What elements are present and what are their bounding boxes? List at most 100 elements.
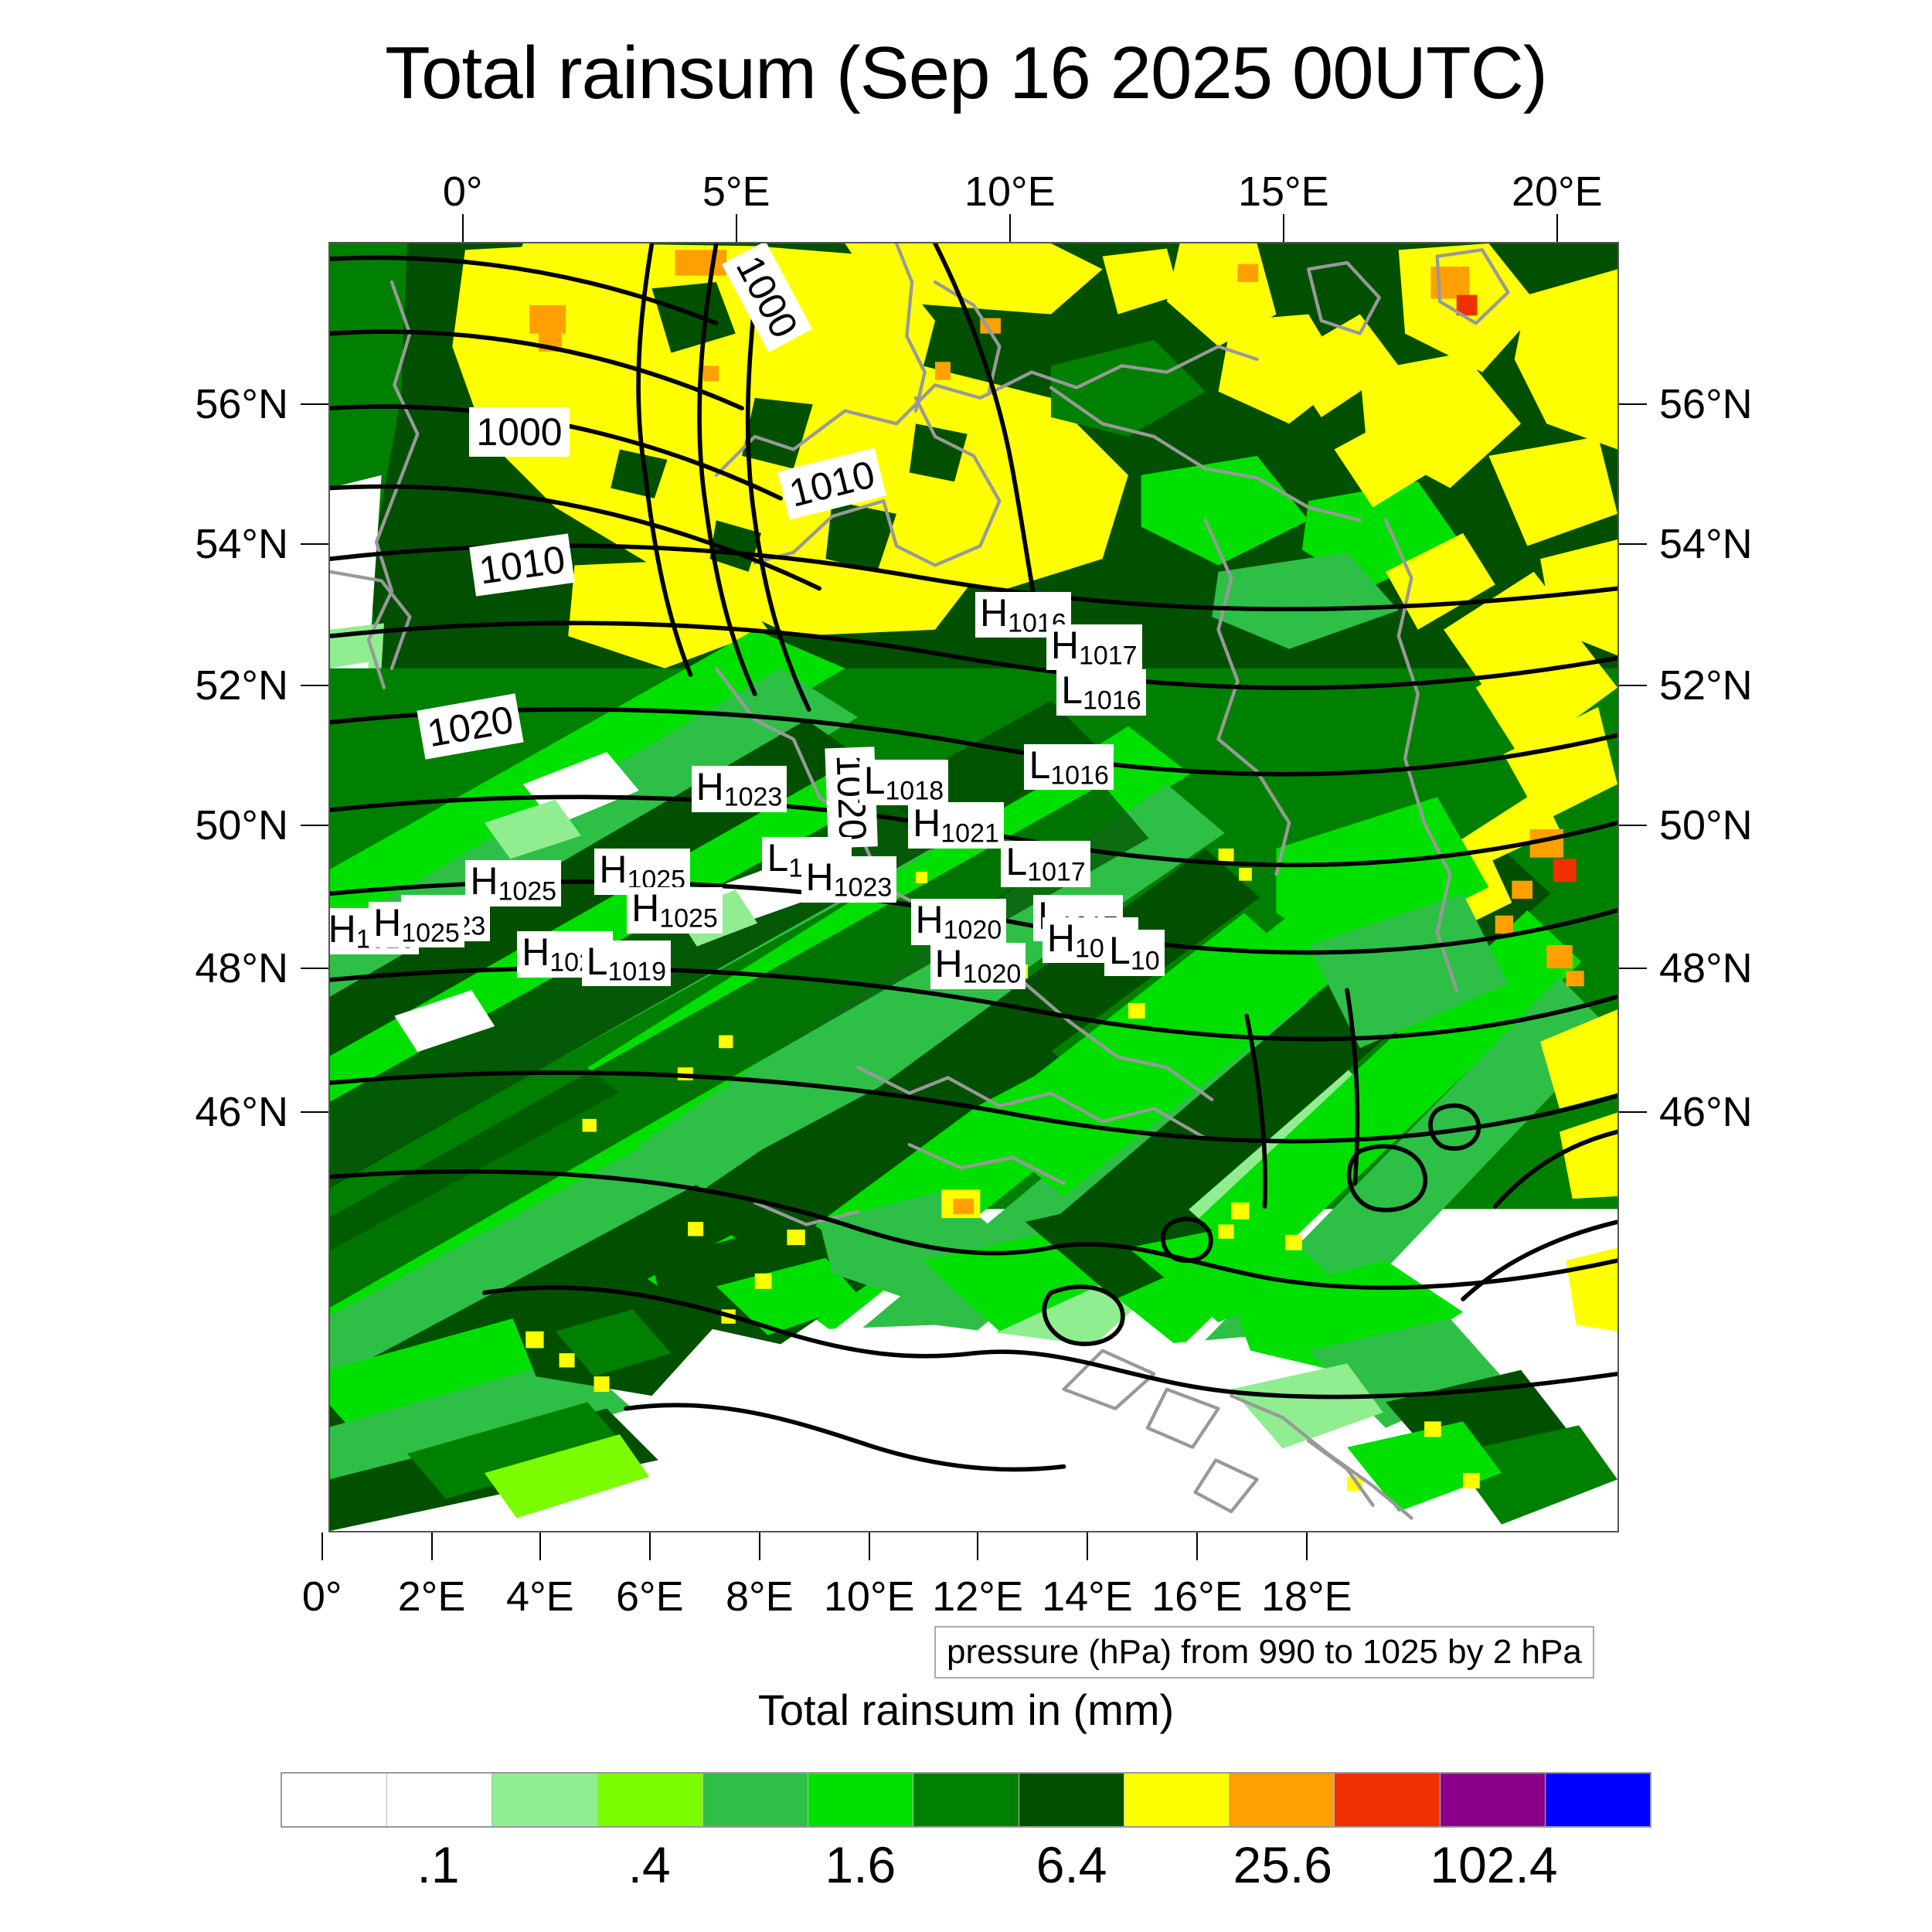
top-tick-mark bbox=[735, 214, 737, 242]
colorbar-swatch bbox=[282, 1774, 388, 1826]
pressure-center-value: 1020 bbox=[943, 915, 1002, 945]
pressure-center-type: L bbox=[1029, 743, 1051, 787]
bottom-tick-mark bbox=[430, 1532, 433, 1560]
colorbar-tick-label: 6.4 bbox=[1036, 1836, 1107, 1893]
bottom-tick-mark bbox=[758, 1532, 760, 1560]
right-tick-label: 46°N bbox=[1659, 1088, 1753, 1135]
pressure-center-type: H bbox=[1046, 916, 1075, 960]
pressure-center-value: 1020 bbox=[962, 959, 1022, 989]
pressure-center-type: H bbox=[915, 898, 944, 942]
left-tick-label: 56°N bbox=[195, 381, 288, 428]
pressure-center-value: 1023 bbox=[723, 782, 783, 812]
bottom-tick-label: 18°E bbox=[1261, 1573, 1352, 1620]
bottom-tick-mark bbox=[648, 1532, 651, 1560]
top-tick-label: 5°E bbox=[702, 168, 770, 215]
colorbar-swatch bbox=[1019, 1774, 1124, 1826]
pressure-center-type: H bbox=[913, 801, 941, 845]
map-plot-area[interactable]: 1000 1000 1010 1010 1020 1020 H1016 H1017 L1016… bbox=[328, 242, 1619, 1532]
colorbar[interactable] bbox=[281, 1772, 1651, 1828]
left-tick-mark bbox=[301, 1111, 328, 1113]
pressure-center-type: H bbox=[373, 900, 402, 944]
pressure-center-type: H bbox=[934, 942, 963, 986]
top-tick-label: 15°E bbox=[1237, 168, 1329, 215]
colorbar-tick-label: 1.6 bbox=[825, 1836, 896, 1893]
colorbar-tick-labels: .1 .4 1.6 6.4 25.6 102.4 bbox=[281, 1835, 1651, 1905]
bottom-tick-mark bbox=[1196, 1532, 1198, 1560]
colorbar-swatch bbox=[1230, 1774, 1335, 1826]
right-tick-label: 56°N bbox=[1659, 381, 1753, 428]
isobar-label: 1000 bbox=[469, 407, 570, 457]
pressure-center-type: H bbox=[696, 765, 724, 809]
colorbar-swatch bbox=[702, 1774, 809, 1826]
bottom-tick-mark bbox=[1086, 1532, 1088, 1560]
left-tick-label: 50°N bbox=[195, 801, 288, 849]
right-tick-mark bbox=[1619, 968, 1647, 970]
right-tick-label: 48°N bbox=[1659, 945, 1753, 992]
pressure-center-type: H bbox=[1050, 623, 1079, 667]
right-tick-mark bbox=[1619, 543, 1647, 545]
bottom-tick-mark bbox=[321, 1532, 323, 1560]
pressure-center-value: 1023 bbox=[833, 872, 893, 903]
pressure-center-low: L1017 bbox=[1001, 840, 1090, 887]
pressure-center-value: 1025 bbox=[498, 876, 557, 906]
pressure-center-type: L bbox=[767, 836, 789, 880]
left-tick-label: 52°N bbox=[195, 662, 288, 709]
pressure-center-type: L bbox=[1005, 840, 1028, 884]
pressure-center-value: 1025 bbox=[659, 903, 718, 934]
pressure-contour-note: pressure (hPa) from 990 to 1025 by 2 hPa bbox=[934, 1626, 1594, 1679]
right-tick-mark bbox=[1619, 685, 1647, 687]
colorbar-swatch bbox=[1335, 1774, 1440, 1826]
bottom-tick-label: 8°E bbox=[725, 1573, 794, 1620]
top-tick-mark bbox=[461, 214, 464, 242]
pressure-center-type: H bbox=[805, 855, 834, 900]
pressure-center-type: L bbox=[1109, 929, 1131, 973]
pressure-center-value: 1017 bbox=[1078, 641, 1138, 671]
left-tick-mark bbox=[301, 968, 328, 970]
left-tick-label: 46°N bbox=[195, 1088, 288, 1135]
top-tick-mark bbox=[1009, 214, 1011, 242]
pressure-center-value: 1016 bbox=[1083, 685, 1141, 716]
colorbar-swatch bbox=[597, 1774, 703, 1826]
pressure-center-value: 1018 bbox=[885, 776, 944, 806]
colorbar-swatch bbox=[808, 1774, 914, 1826]
right-tick-mark bbox=[1619, 824, 1647, 826]
left-tick-mark bbox=[301, 824, 328, 826]
bottom-tick-mark bbox=[1305, 1532, 1308, 1560]
bottom-tick-mark bbox=[539, 1532, 541, 1560]
pressure-center-value: 1025 bbox=[401, 918, 460, 948]
colorbar-tick-label: .4 bbox=[628, 1836, 671, 1893]
pressure-center-low: L1016 bbox=[1056, 669, 1146, 716]
bottom-tick-mark bbox=[977, 1532, 978, 1560]
page-title: Total rainsum (Sep 16 2025 00UTC) bbox=[385, 32, 1548, 114]
pressure-center-type: H bbox=[980, 590, 1009, 634]
pressure-center-low: L1019 bbox=[581, 940, 672, 987]
bottom-tick-label: 14°E bbox=[1042, 1573, 1133, 1620]
pressure-center-high: H1020 bbox=[910, 898, 1007, 945]
colorbar-swatch bbox=[1124, 1774, 1230, 1826]
left-tick-label: 48°N bbox=[195, 945, 288, 992]
pressure-center-type: L bbox=[863, 759, 886, 802]
left-tick-mark bbox=[301, 403, 328, 406]
bottom-tick-label: 2°E bbox=[397, 1573, 466, 1620]
top-tick-label: 10°E bbox=[964, 168, 1056, 215]
pressure-center-type: H bbox=[599, 848, 628, 892]
pressure-center-type: H bbox=[470, 859, 498, 903]
right-tick-mark bbox=[1619, 403, 1647, 406]
pressure-center-low: L10 bbox=[1104, 929, 1165, 976]
pressure-center-type: H bbox=[631, 886, 660, 930]
pressure-center-value: 1019 bbox=[607, 957, 667, 987]
bottom-tick-label: 12°E bbox=[932, 1573, 1023, 1620]
right-tick-label: 54°N bbox=[1659, 520, 1753, 567]
right-tick-label: 50°N bbox=[1659, 801, 1753, 849]
left-tick-label: 54°N bbox=[195, 520, 288, 567]
pressure-center-high: H1025 bbox=[369, 900, 464, 948]
bottom-tick-mark bbox=[868, 1532, 870, 1560]
colorbar-tick-label: 102.4 bbox=[1430, 1836, 1558, 1893]
pressure-center-high: H1023 bbox=[691, 765, 787, 812]
colorbar-tick-label: 25.6 bbox=[1233, 1836, 1333, 1893]
left-tick-mark bbox=[301, 685, 328, 687]
bottom-tick-label: 0° bbox=[301, 1573, 342, 1620]
pressure-center-high: H1023 bbox=[801, 855, 897, 903]
pressure-center-type: H bbox=[522, 930, 550, 975]
bottom-tick-label: 4°E bbox=[506, 1573, 574, 1620]
